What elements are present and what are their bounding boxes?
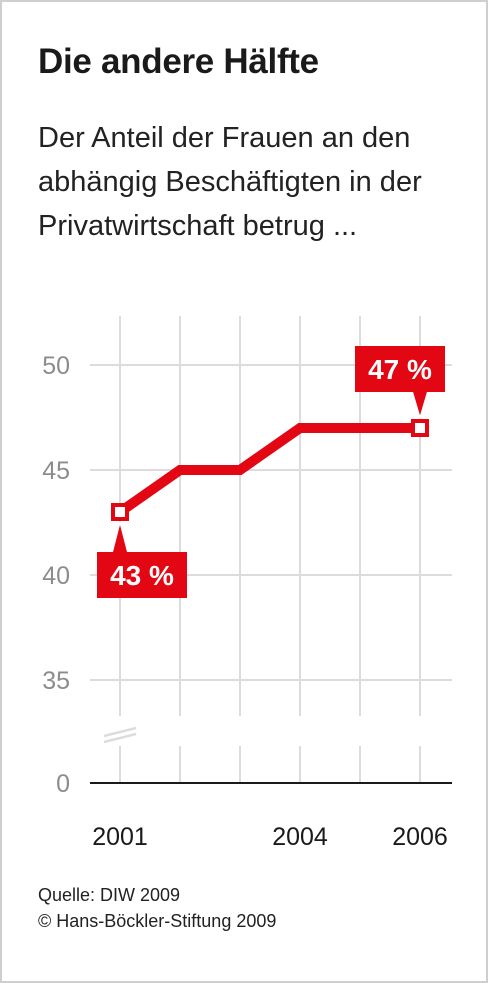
axis-break-mark (103, 732, 137, 744)
data-point-marker (111, 503, 129, 521)
chart-subtitle: Der Anteil der Frauen an den abhängig Be… (38, 122, 422, 242)
callout-box (97, 552, 187, 598)
y-tick-label: 45 (42, 457, 70, 485)
x-tick-label: 2004 (272, 823, 328, 851)
data-label: 43 % (110, 560, 174, 591)
data-label: 47 % (368, 354, 432, 385)
callout-pointer (410, 390, 430, 421)
callout-box (355, 346, 445, 392)
source-note: Quelle: DIW 2009 (38, 885, 181, 905)
y-tick-label: 0 (56, 770, 70, 798)
x-tick-label: 2001 (92, 823, 148, 851)
data-point-marker (411, 419, 429, 437)
x-tick-label: 2006 (392, 823, 448, 851)
annotation-callout: 47 % (355, 346, 445, 437)
callout-pointer (111, 521, 129, 554)
y-tick-label: 35 (42, 667, 70, 695)
series-line (117, 423, 420, 517)
annotation-callout: 43 % (97, 503, 187, 598)
axis-break-mark (103, 726, 137, 738)
source-block: Quelle: DIW 2009 © Hans-Böckler-Stiftung… (38, 882, 276, 934)
chart-title: Die andere Hälfte (38, 42, 319, 81)
y-tick-label: 40 (42, 562, 70, 590)
copyright-note: © Hans-Böckler-Stiftung 2009 (38, 911, 277, 931)
y-tick-label: 50 (42, 352, 70, 380)
